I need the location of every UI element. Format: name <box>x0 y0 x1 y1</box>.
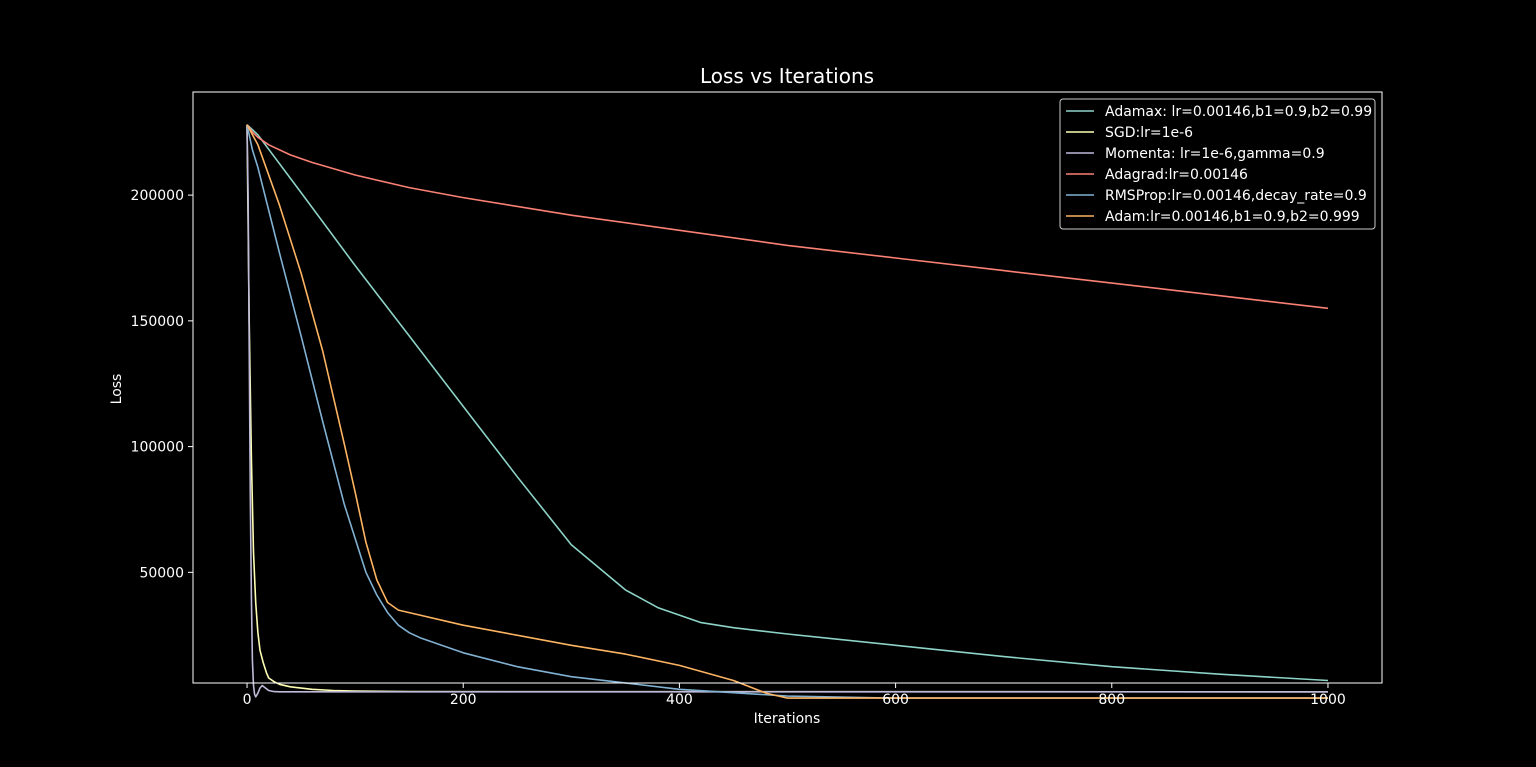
chart-title: Loss vs Iterations <box>700 64 874 88</box>
plot-lines <box>246 124 1329 699</box>
series-line-3 <box>246 124 1328 698</box>
y-axis-label: Loss <box>109 374 125 405</box>
legend-box <box>1059 98 1376 230</box>
legend-label-6: Adam:lr=0.00146,b1=0.9,b2=0.999 <box>1105 209 1360 225</box>
y-tick-label: 150000 <box>131 314 184 330</box>
x-tick-label: 1000 <box>1310 692 1346 708</box>
plot-frame <box>192 91 1383 684</box>
series-line-4 <box>246 124 1329 310</box>
series-line-1 <box>246 124 1329 682</box>
legend-label-1: Adamax: lr=0.00146,b1=0.9,b2=0.99 <box>1105 104 1372 120</box>
x-tick-label: 600 <box>882 692 909 708</box>
legend-label-4: Adagrad:lr=0.00146 <box>1105 167 1248 183</box>
y-tick-label: 200000 <box>131 188 184 204</box>
x-tick-label: 0 <box>243 692 252 708</box>
legend-label-3: Momenta: lr=1e-6,gamma=0.9 <box>1105 146 1325 162</box>
series-line-2 <box>246 124 1329 693</box>
y-tick-label: 100000 <box>131 440 184 456</box>
x-tick-label: 800 <box>1098 692 1125 708</box>
legend-label-5: RMSProp:lr=0.00146,decay_rate=0.9 <box>1105 188 1367 204</box>
x-tick-label: 200 <box>450 692 477 708</box>
x-tick-label: 400 <box>666 692 693 708</box>
legend-label-2: SGD:lr=1e-6 <box>1105 125 1193 141</box>
y-axis-ticks: 50000 100000 150000 200000 <box>131 188 193 581</box>
x-axis-label: Iterations <box>754 711 821 727</box>
series-line-6 <box>246 124 1328 699</box>
y-tick-label: 50000 <box>139 565 184 581</box>
x-axis-ticks: 0 200 400 600 800 1000 <box>243 683 1346 708</box>
legend: Adamax: lr=0.00146,b1=0.9,b2=0.99 SGD:lr=… <box>1059 98 1376 230</box>
